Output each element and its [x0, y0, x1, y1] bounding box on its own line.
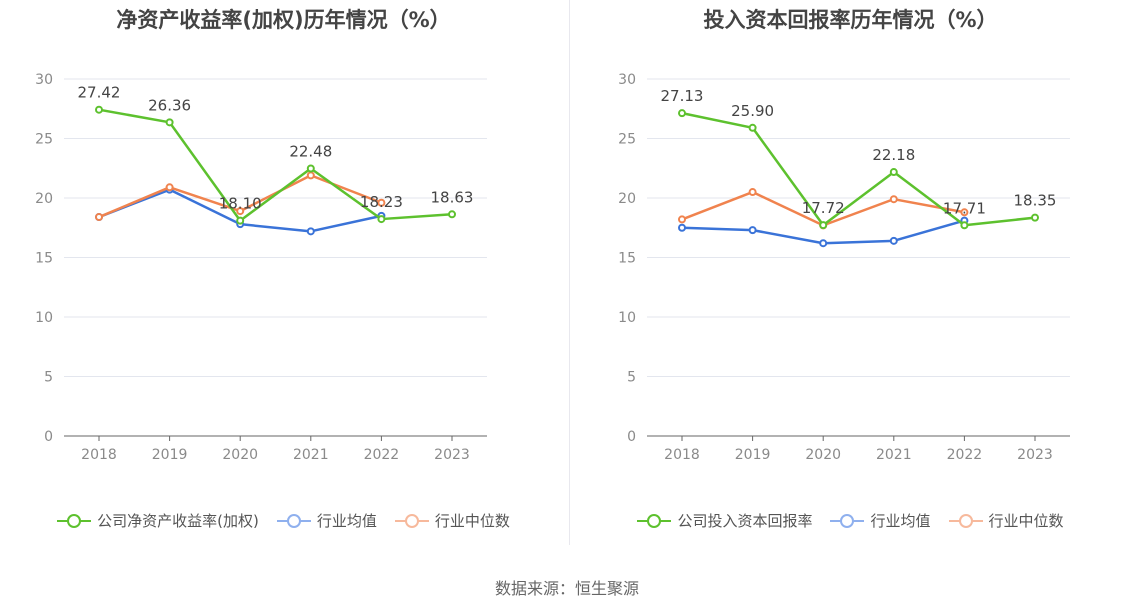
data-label: 18.23 — [360, 193, 403, 211]
x-tick-label: 2019 — [152, 447, 188, 463]
y-tick-label: 15 — [618, 251, 636, 267]
series-line — [98, 108, 453, 222]
y-tick-label: 20 — [35, 191, 53, 207]
legend-label: 行业中位数 — [988, 512, 1064, 530]
y-tick-label: 10 — [35, 310, 53, 326]
y-tick-label: 25 — [618, 132, 636, 148]
data-label: 18.10 — [219, 195, 262, 213]
y-tick-label: 0 — [44, 429, 53, 445]
data-label: 26.36 — [148, 96, 191, 114]
chart-legend: 公司净资产收益率(加权) 行业均值 行业中位数 — [0, 510, 567, 531]
legend-item-industry-median[interactable]: 行业中位数 — [948, 510, 1064, 531]
x-tick-label: 2020 — [805, 447, 841, 463]
data-point — [960, 221, 969, 230]
x-tick-label: 2022 — [947, 447, 983, 463]
y-tick-label: 20 — [618, 191, 636, 207]
chart-title: 投入资本回报率历年情况（%） — [703, 8, 998, 32]
data-label: 27.42 — [78, 84, 121, 102]
legend-marker-avg — [830, 513, 865, 528]
data-point — [306, 227, 315, 236]
data-point — [819, 239, 828, 248]
legend-label: 行业均值 — [316, 512, 377, 530]
chart-legend: 公司投入资本回报率 行业均值 行业中位数 — [567, 510, 1134, 531]
data-point — [748, 226, 757, 235]
series-line — [681, 111, 1036, 227]
data-point — [377, 215, 386, 224]
legend-label: 公司净资产收益率(加权) — [97, 512, 259, 530]
legend-marker-avg — [276, 513, 311, 528]
x-tick-label: 2020 — [222, 447, 258, 463]
legend-item-industry-avg[interactable]: 行业均值 — [830, 510, 931, 531]
data-point — [748, 123, 757, 132]
x-tick-label: 2019 — [735, 447, 771, 463]
y-tick-label: 25 — [35, 132, 53, 148]
y-tick-label: 5 — [627, 370, 636, 386]
data-point — [748, 188, 757, 197]
roic-chart-panel: 投入资本回报率历年情况（%） 0 5 10 15 20 25 30 2018 2019 2020 2… — [567, 0, 1134, 545]
data-point — [678, 223, 686, 232]
data-point — [306, 164, 315, 173]
data-point — [889, 236, 898, 245]
data-point — [306, 171, 315, 180]
y-tick-label: 15 — [35, 251, 53, 267]
data-label: 25.90 — [731, 102, 774, 120]
data-label: 22.18 — [872, 146, 915, 164]
data-point — [678, 109, 686, 118]
legend-label: 公司投入资本回报率 — [677, 512, 813, 530]
legend-item-company[interactable]: 公司投入资本回报率 — [637, 510, 812, 531]
panel-divider — [569, 0, 570, 545]
data-point — [236, 207, 245, 216]
data-label: 18.35 — [1014, 192, 1057, 210]
x-tick-label: 2023 — [434, 447, 470, 463]
legend-marker-company — [57, 513, 92, 528]
data-point — [889, 168, 898, 177]
data-point — [95, 105, 103, 114]
data-label: 17.72 — [802, 199, 845, 217]
data-point — [165, 118, 174, 127]
roe-plot-area: 0 5 10 15 20 25 30 2018 2019 2020 2021 2022 2023 27.4… — [35, 72, 487, 463]
y-tick-label: 30 — [618, 72, 636, 88]
roic-plot-area: 0 5 10 15 20 25 30 2018 2019 2020 2021 2022 2023 27.1… — [618, 72, 1070, 463]
y-tick-label: 10 — [618, 310, 636, 326]
legend-label: 行业中位数 — [434, 512, 510, 530]
data-point — [819, 221, 828, 230]
legend-marker-median — [394, 513, 429, 528]
data-point — [165, 183, 174, 192]
chart-title: 净资产收益率(加权)历年情况（%） — [116, 8, 451, 32]
y-tick-label: 30 — [35, 72, 53, 88]
roe-chart-panel: 净资产收益率(加权)历年情况（%） 0 5 10 15 20 25 30 2018 2019 20… — [0, 0, 567, 545]
data-point — [1031, 213, 1039, 222]
data-label: 27.13 — [661, 87, 704, 105]
x-tick-label: 2018 — [81, 447, 117, 463]
data-point — [95, 213, 103, 222]
y-tick-label: 0 — [627, 429, 636, 445]
data-source: 数据来源：恒生聚源 — [494, 579, 639, 598]
y-tick-label: 5 — [44, 370, 53, 386]
x-tick-label: 2023 — [1017, 447, 1053, 463]
data-label: 18.63 — [431, 188, 474, 206]
legend-marker-median — [948, 513, 983, 528]
x-tick-label: 2018 — [664, 447, 700, 463]
x-tick-label: 2021 — [876, 447, 912, 463]
data-point — [960, 208, 969, 217]
x-tick-label: 2021 — [293, 447, 329, 463]
legend-item-industry-avg[interactable]: 行业均值 — [276, 510, 377, 531]
legend-label: 行业均值 — [870, 512, 931, 530]
x-tick-label: 2022 — [364, 447, 400, 463]
legend-item-industry-median[interactable]: 行业中位数 — [394, 510, 510, 531]
data-label: 22.48 — [289, 142, 332, 160]
data-point — [889, 195, 898, 204]
data-point — [236, 216, 245, 225]
data-point — [678, 215, 686, 224]
legend-item-company[interactable]: 公司净资产收益率(加权) — [57, 510, 259, 531]
data-point — [448, 210, 456, 219]
legend-marker-company — [637, 513, 672, 528]
data-point — [377, 198, 386, 207]
data-label: 17.71 — [943, 199, 986, 217]
